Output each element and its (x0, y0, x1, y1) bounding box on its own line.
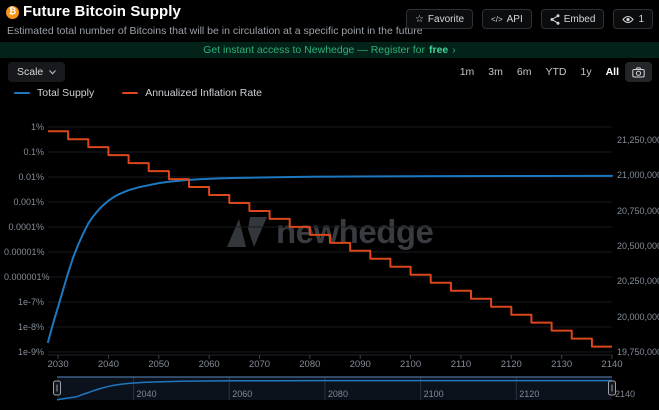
right-axis-tick: 20,250,000 (617, 276, 659, 287)
register-banner[interactable]: Get instant access to Newhedge — Registe… (0, 42, 659, 58)
star-icon: ☆ (414, 13, 424, 25)
x-axis-tick: 2060 (198, 359, 220, 370)
legend-inflation-label: Annualized Inflation Rate (145, 87, 262, 99)
left-axis-tick: 1e-9% (17, 347, 44, 357)
legend-total-supply-label: Total Supply (37, 87, 95, 99)
api-button[interactable]: </> API (482, 9, 532, 29)
left-axis-tick: 1e-7% (17, 297, 44, 307)
favorite-label: Favorite (427, 13, 465, 25)
chevron-right-icon: › (452, 44, 456, 56)
x-axis-tick: 2050 (148, 359, 170, 370)
x-axis-tick: 2040 (97, 359, 119, 370)
range-ytd[interactable]: YTD (545, 66, 567, 78)
newhedge-watermark: newhedge (226, 213, 434, 251)
x-axis-tick: 2030 (47, 359, 69, 370)
right-axis-tick: 21,000,000 (617, 170, 659, 181)
legend-total-supply[interactable]: Total Supply (14, 87, 94, 99)
left-axis-tick: 0.01% (18, 172, 44, 182)
left-axis-tick: 0.000001% (4, 272, 50, 282)
chevron-down-icon (49, 69, 57, 75)
left-axis-tick: 0.001% (13, 197, 44, 207)
navigator-tick: 2060 (232, 389, 253, 399)
range-1y[interactable]: 1y (580, 66, 592, 78)
banner-highlight: free (429, 44, 449, 56)
navigator-tick: 2140 (615, 389, 636, 399)
right-axis-tick: 20,500,000 (617, 241, 659, 251)
scale-label: Scale (17, 66, 44, 78)
navigator-handle-right[interactable] (608, 380, 616, 396)
left-axis-tick: 0.0001% (8, 222, 44, 232)
code-icon: </> (491, 14, 503, 24)
page-title: Future Bitcoin Supply (23, 3, 181, 20)
screenshot-button[interactable] (625, 62, 652, 82)
views-count: 1 (638, 13, 644, 25)
range-selector: 1m 3m 6m YTD 1y All (460, 62, 619, 82)
left-axis-tick: 1% (30, 122, 44, 132)
x-axis-tick: 2070 (248, 359, 271, 370)
embed-label: Embed (563, 13, 596, 25)
x-axis-tick: 2140 (601, 359, 623, 370)
x-axis-tick: 2130 (551, 359, 573, 370)
navigator-handle-left[interactable] (53, 380, 61, 396)
share-icon (550, 13, 560, 25)
embed-button[interactable]: Embed (540, 9, 605, 29)
left-axis-tick: 0.1% (23, 147, 44, 157)
left-axis-tick: 0.00001% (4, 247, 45, 257)
right-axis-tick: 20,750,000 (617, 205, 659, 216)
right-axis-tick: 21,250,000 (617, 135, 659, 145)
eye-icon (622, 15, 635, 23)
x-axis-tick: 2100 (399, 359, 422, 370)
navigator-tick: 2120 (519, 389, 540, 399)
camera-icon (632, 66, 645, 77)
views-button[interactable]: 1 (613, 9, 653, 29)
favorite-button[interactable]: ☆ Favorite (405, 9, 474, 29)
right-axis-tick: 19,750,000 (617, 347, 659, 357)
legend-inflation-rate[interactable]: Annualized Inflation Rate (122, 87, 262, 99)
banner-text: Get instant access to Newhedge — Registe… (203, 44, 425, 56)
x-axis-tick: 2110 (450, 359, 472, 370)
watermark-text: newhedge (276, 213, 434, 250)
left-axis-tick: 1e-8% (17, 322, 44, 332)
x-axis-tick: 2090 (349, 359, 371, 370)
header-actions: ☆ Favorite </> API Embed 1 (405, 9, 653, 29)
range-1m[interactable]: 1m (459, 66, 475, 78)
range-3m[interactable]: 3m (488, 66, 503, 78)
chart-toolbar: Scale 1m 3m 6m YTD 1y All (0, 62, 659, 82)
navigator-tick: 2040 (136, 389, 157, 399)
chart-legend: Total Supply Annualized Inflation Rate (14, 87, 262, 99)
page-subtitle: Estimated total number of Bitcoins that … (7, 25, 423, 37)
x-axis-tick: 2080 (299, 359, 321, 370)
range-all[interactable]: All (605, 66, 619, 78)
scale-dropdown[interactable]: Scale (8, 62, 66, 82)
page-header: ₿ Future Bitcoin Supply Estimated total … (0, 0, 659, 40)
newhedge-logo-icon (227, 217, 267, 247)
navigator-tick: 2080 (327, 389, 348, 399)
range-6m[interactable]: 6m (516, 66, 532, 78)
right-axis-tick: 20,000,000 (617, 311, 659, 322)
x-axis-tick: 2120 (500, 359, 522, 370)
total-supply-line-swatch (14, 92, 30, 94)
api-label: API (506, 13, 523, 25)
bitcoin-icon: ₿ (6, 6, 19, 19)
navigator-tick: 2100 (423, 389, 444, 399)
inflation-line-swatch (122, 92, 139, 94)
